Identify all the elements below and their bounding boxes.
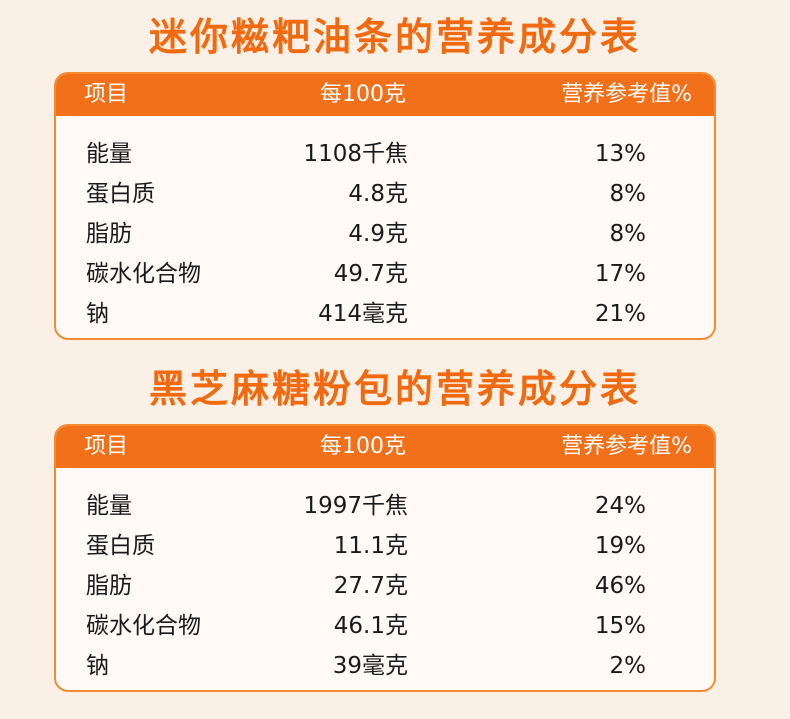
nutrient-value: 39毫克 [332,653,408,679]
nutrient-nrv: 46% [594,573,646,599]
table-row: 钠 39毫克 2% [56,646,714,686]
table-row: 能量 1997千焦 24% [56,486,714,526]
header-item: 项目 [84,82,129,107]
table-row: 钠 414毫克 21% [56,294,714,334]
table-row: 蛋白质 4.8克 8% [56,174,714,214]
nutrient-nrv: 15% [594,613,646,639]
nutrient-name: 碳水化合物 [86,261,201,287]
table-2-header: 项目 每100克 营养参考值% [56,426,714,468]
nutrient-value: 4.8克 [348,181,408,207]
table-row: 蛋白质 11.1克 19% [56,526,714,566]
nutrition-table-2: 项目 每100克 营养参考值% 能量 1997千焦 24% 蛋白质 11.1克 … [54,424,716,692]
nutrient-value: 4.9克 [348,221,408,247]
nutrient-value: 1108千焦 [303,141,408,167]
nutrient-value: 46.1克 [333,613,408,639]
header-per-100g: 每100克 [320,434,406,459]
nutrient-name: 钠 [86,653,109,679]
table-row: 碳水化合物 49.7克 17% [56,254,714,294]
nutrient-value: 11.1克 [333,533,408,559]
nutrient-name: 蛋白质 [86,533,155,559]
nutrient-nrv: 8% [609,221,647,247]
nutrient-name: 能量 [86,141,132,167]
table-2-rows: 能量 1997千焦 24% 蛋白质 11.1克 19% 脂肪 27.7克 46%… [56,486,714,686]
nutrient-nrv: 24% [594,493,646,519]
header-nrv: 营养参考值% [561,82,692,107]
table-1-title: 迷你糍粑油条的营养成分表 [148,14,641,59]
nutrient-value: 49.7克 [333,261,408,287]
header-nrv: 营养参考值% [561,434,692,459]
header-per-100g: 每100克 [320,82,406,107]
nutrient-name: 钠 [86,301,109,327]
nutrient-value: 414毫克 [318,301,408,327]
table-row: 脂肪 4.9克 8% [56,214,714,254]
nutrient-nrv: 2% [609,653,647,679]
header-item: 项目 [84,434,129,459]
nutrient-nrv: 8% [609,181,647,207]
nutrient-nrv: 21% [594,301,646,327]
nutrition-table-1: 项目 每100克 营养参考值% 能量 1108千焦 13% 蛋白质 4.8克 8… [54,72,716,340]
nutrient-name: 蛋白质 [86,181,155,207]
nutrient-name: 脂肪 [86,221,132,247]
table-row: 能量 1108千焦 13% [56,134,714,174]
table-1-header: 项目 每100克 营养参考值% [56,74,714,116]
nutrient-name: 脂肪 [86,573,132,599]
table-2-title: 黑芝麻糖粉包的营养成分表 [148,366,641,411]
nutrient-value: 1997千焦 [303,493,408,519]
table-row: 脂肪 27.7克 46% [56,566,714,606]
nutrient-nrv: 17% [594,261,646,287]
nutrient-name: 碳水化合物 [86,613,201,639]
nutrient-value: 27.7克 [333,573,408,599]
nutrient-nrv: 13% [594,141,646,167]
table-row: 碳水化合物 46.1克 15% [56,606,714,646]
nutrient-nrv: 19% [594,533,646,559]
nutrient-name: 能量 [86,493,132,519]
table-1-rows: 能量 1108千焦 13% 蛋白质 4.8克 8% 脂肪 4.9克 8% 碳水化… [56,134,714,334]
